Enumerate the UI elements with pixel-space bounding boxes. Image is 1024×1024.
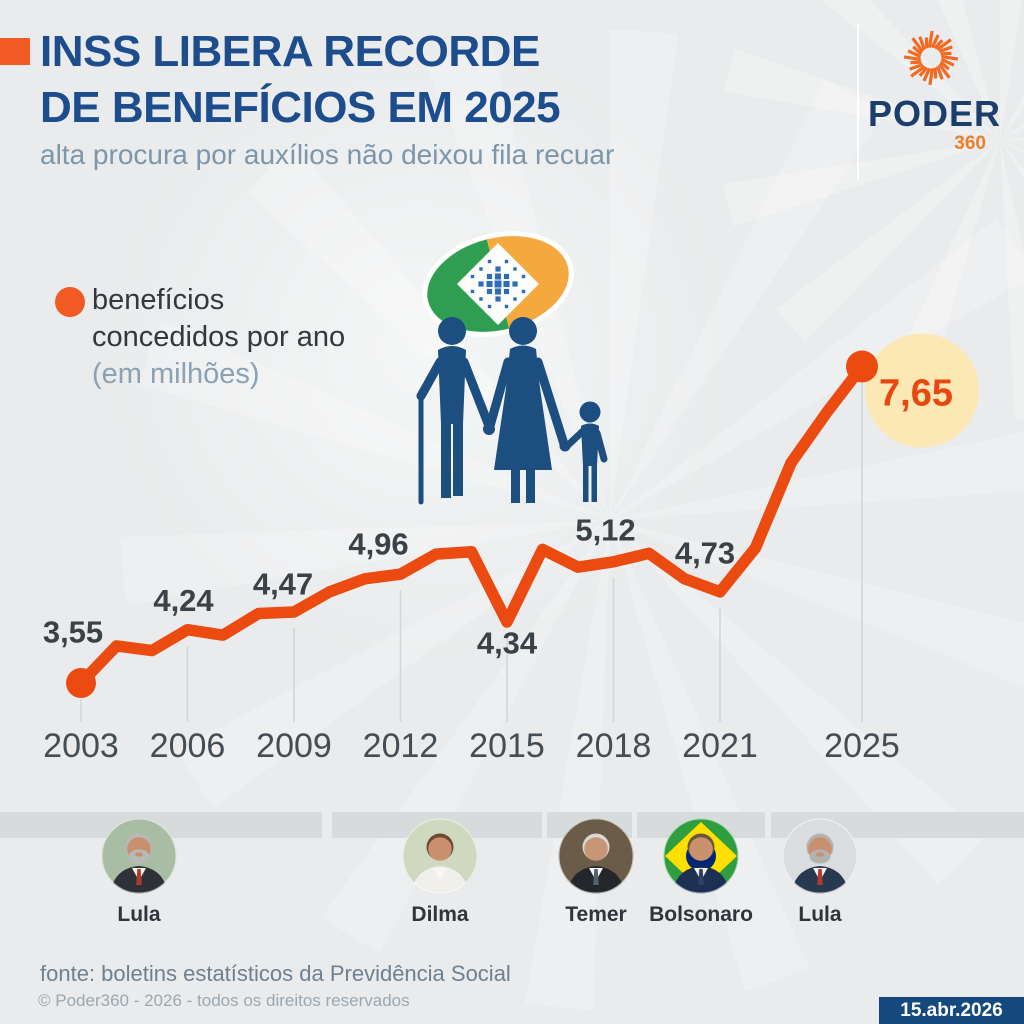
x-tick-label: 2015: [469, 727, 545, 765]
legend-line-1: benefícios: [92, 284, 225, 316]
x-tick-label: 2009: [256, 727, 332, 765]
highlight-value-label: 7,65: [879, 372, 953, 414]
legend-dot-icon: [55, 287, 85, 317]
brand-name: PODER: [868, 93, 1002, 134]
president-photo: [402, 818, 478, 894]
brand-suffix: 360: [954, 133, 986, 154]
title-line-1: INSS LIBERA RECORDE: [40, 27, 540, 76]
president-item: Lula: [79, 818, 199, 927]
x-tick-label: 2003: [43, 727, 119, 765]
president-name: Bolsonaro: [649, 903, 753, 926]
legend-line-3: (em milhões): [92, 358, 260, 390]
date-badge: 15.abr.2026: [879, 997, 1024, 1024]
data-point-label: 5,12: [575, 512, 635, 547]
president-item: Lula: [760, 818, 880, 927]
president-item: Bolsonaro: [641, 818, 761, 927]
page-title: INSS LIBERA RECORDE DE BENEFÍCIOS EM 202…: [40, 24, 561, 136]
title-accent-square: [0, 38, 30, 65]
x-tick-label: 2018: [576, 727, 652, 765]
chart-legend: benefícios concedidos por ano (em milhõe…: [55, 282, 345, 393]
page-subtitle: alta procura por auxílios não deixou fil…: [40, 139, 615, 170]
x-tick-label: 2025: [824, 727, 900, 765]
data-point-label: 4,24: [153, 583, 214, 618]
data-point-label: 3,55: [43, 615, 103, 650]
inss-logo: [422, 231, 574, 337]
highlight-circle: [865, 333, 979, 448]
family-icon: [416, 317, 608, 505]
legend-line-2: concedidos por ano: [92, 321, 346, 353]
benefits-line: [75, 360, 868, 689]
data-point-label: 4,47: [253, 566, 313, 601]
poder360-sunburst-icon: [903, 30, 959, 86]
president-photo: [101, 818, 177, 894]
header-divider: [857, 24, 859, 179]
poder360-logo: PODER 360: [868, 30, 1002, 155]
data-point-label: 4,34: [477, 626, 538, 661]
x-tick-label: 2012: [363, 727, 439, 765]
president-name: Lula: [117, 903, 161, 926]
copyright-note: © Poder360 - 2026 - todos os direitos re…: [38, 991, 410, 1010]
president-name: Dilma: [411, 903, 469, 926]
president-photo: [782, 818, 858, 894]
data-point-label: 4,96: [348, 527, 408, 562]
president-photo: [558, 818, 634, 894]
source-note: fonte: boletins estatísticos da Previdên…: [40, 961, 511, 986]
x-tick-label: 2021: [682, 727, 758, 765]
president-name: Lula: [798, 903, 842, 926]
data-point-label: 4,73: [675, 535, 735, 570]
president-item: Temer: [536, 818, 656, 927]
start-point-dot: [66, 668, 96, 698]
end-point-dot: [846, 350, 878, 383]
president-item: Dilma: [380, 818, 500, 927]
title-line-2: DE BENEFÍCIOS EM 2025: [40, 83, 561, 132]
x-tick-label: 2006: [150, 727, 226, 765]
president-name: Temer: [565, 903, 627, 926]
president-photo: [663, 818, 739, 894]
